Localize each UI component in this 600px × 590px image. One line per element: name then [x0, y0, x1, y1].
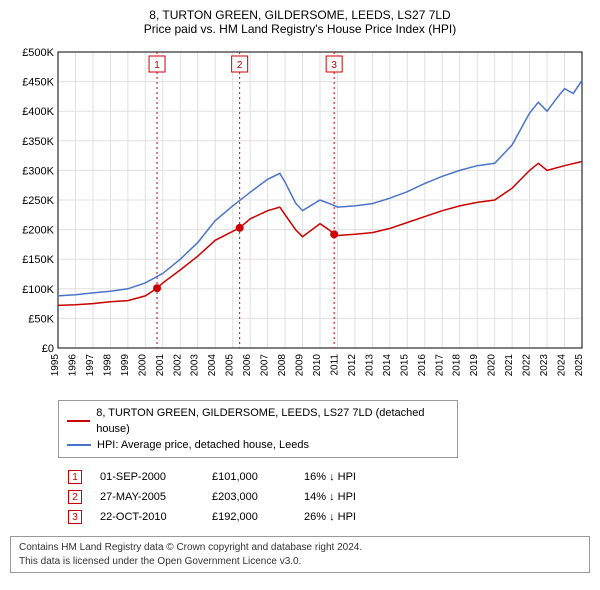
legend-row: 8, TURTON GREEN, GILDERSOME, LEEDS, LS27…: [67, 405, 449, 437]
title-main: 8, TURTON GREEN, GILDERSOME, LEEDS, LS27…: [10, 8, 590, 22]
x-tick-label: 2015: [399, 354, 410, 377]
x-tick-label: 2007: [260, 354, 271, 377]
chart-area: £0 £50K £100K £150K £200K £250K £300K £350K £400…: [10, 44, 590, 394]
x-tick-label: 2008: [277, 354, 288, 377]
x-tick-label: 2013: [364, 354, 375, 377]
marker-badge: 1: [68, 470, 82, 484]
x-tick-label: 2011: [329, 354, 340, 376]
line-chart-svg: £0 £50K £100K £150K £200K £250K £300K £350K £400…: [10, 44, 590, 394]
y-tick-label: £400K: [22, 106, 54, 118]
legend-label: 8, TURTON GREEN, GILDERSOME, LEEDS, LS27…: [96, 405, 449, 437]
x-tick-label: 2005: [225, 354, 236, 377]
x-tick-label: 2024: [557, 354, 568, 377]
y-tick-label: £500K: [22, 47, 54, 59]
y-tick-label: £450K: [22, 77, 54, 89]
chart-container: 8, TURTON GREEN, GILDERSOME, LEEDS, LS27…: [0, 0, 600, 581]
y-tick-label: £150K: [22, 254, 54, 266]
x-tick-label: 1997: [85, 354, 96, 377]
marker-date: 01-SEP-2000: [92, 468, 202, 486]
y-tick-label: £350K: [22, 136, 54, 148]
y-tick-label: £50K: [28, 313, 54, 325]
marker-price: £101,000: [204, 468, 294, 486]
footer-line-1: Contains HM Land Registry data © Crown c…: [19, 541, 581, 555]
x-tick-label: 2004: [207, 354, 218, 377]
x-tick-label: 1999: [120, 354, 131, 377]
title-block: 8, TURTON GREEN, GILDERSOME, LEEDS, LS27…: [10, 8, 590, 36]
x-tick-label: 2014: [382, 354, 393, 377]
marker-row: 1 01-SEP-2000£101,00016% ↓ HPI: [60, 468, 364, 486]
x-tick-label: 2006: [242, 354, 253, 377]
title-sub: Price paid vs. HM Land Registry's House …: [10, 22, 590, 36]
marker-row: 2 27-MAY-2005£203,00014% ↓ HPI: [60, 488, 364, 506]
x-tick-label: 1995: [50, 354, 61, 377]
x-tick-label: 2010: [312, 354, 323, 377]
x-tick-label: 1998: [102, 354, 113, 377]
x-tick-label: 2022: [522, 354, 533, 377]
marker-price: £203,000: [204, 488, 294, 506]
attribution-footer: Contains HM Land Registry data © Crown c…: [10, 536, 590, 573]
x-tick-label: 2025: [574, 354, 585, 377]
marker-date: 22-OCT-2010: [92, 508, 202, 526]
x-tick-label: 2001: [155, 354, 166, 377]
event-markers-table: 1 01-SEP-2000£101,00016% ↓ HPI 2 27-MAY-200…: [58, 466, 366, 528]
event-badge-num: 3: [331, 60, 337, 71]
y-tick-label: £100K: [22, 284, 54, 296]
marker-date: 27-MAY-2005: [92, 488, 202, 506]
y-tick-label: £200K: [22, 225, 54, 237]
marker-badge: 2: [68, 490, 82, 504]
marker-price: £192,000: [204, 508, 294, 526]
marker-diff: 16% ↓ HPI: [296, 468, 364, 486]
marker-diff: 26% ↓ HPI: [296, 508, 364, 526]
x-tick-label: 2018: [452, 354, 463, 377]
x-tick-label: 1996: [67, 354, 78, 377]
x-tick-label: 2016: [417, 354, 428, 377]
x-tick-label: 2012: [347, 354, 358, 377]
marker-badge: 3: [68, 510, 82, 524]
y-tick-label: £300K: [22, 165, 54, 177]
x-tick-label: 2017: [434, 354, 445, 377]
marker-row: 3 22-OCT-2010£192,00026% ↓ HPI: [60, 508, 364, 526]
x-tick-label: 2009: [295, 354, 306, 377]
legend-label: HPI: Average price, detached house, Leed…: [97, 437, 309, 453]
footer-line-2: This data is licensed under the Open Gov…: [19, 555, 581, 569]
legend: 8, TURTON GREEN, GILDERSOME, LEEDS, LS27…: [58, 400, 458, 458]
event-badge-num: 1: [154, 60, 160, 71]
marker-diff: 14% ↓ HPI: [296, 488, 364, 506]
y-tick-label: £0: [42, 343, 54, 355]
y-tick-label: £250K: [22, 195, 54, 207]
x-tick-label: 2000: [137, 354, 148, 377]
legend-swatch: [67, 420, 90, 422]
legend-swatch: [67, 444, 91, 446]
x-tick-label: 2002: [172, 354, 183, 377]
x-tick-label: 2019: [469, 354, 480, 377]
x-tick-label: 2020: [487, 354, 498, 377]
x-tick-label: 2021: [504, 354, 515, 377]
legend-row: HPI: Average price, detached house, Leed…: [67, 437, 449, 453]
x-tick-label: 2023: [539, 354, 550, 377]
x-tick-label: 2003: [190, 354, 201, 377]
event-badge-num: 2: [237, 60, 243, 71]
